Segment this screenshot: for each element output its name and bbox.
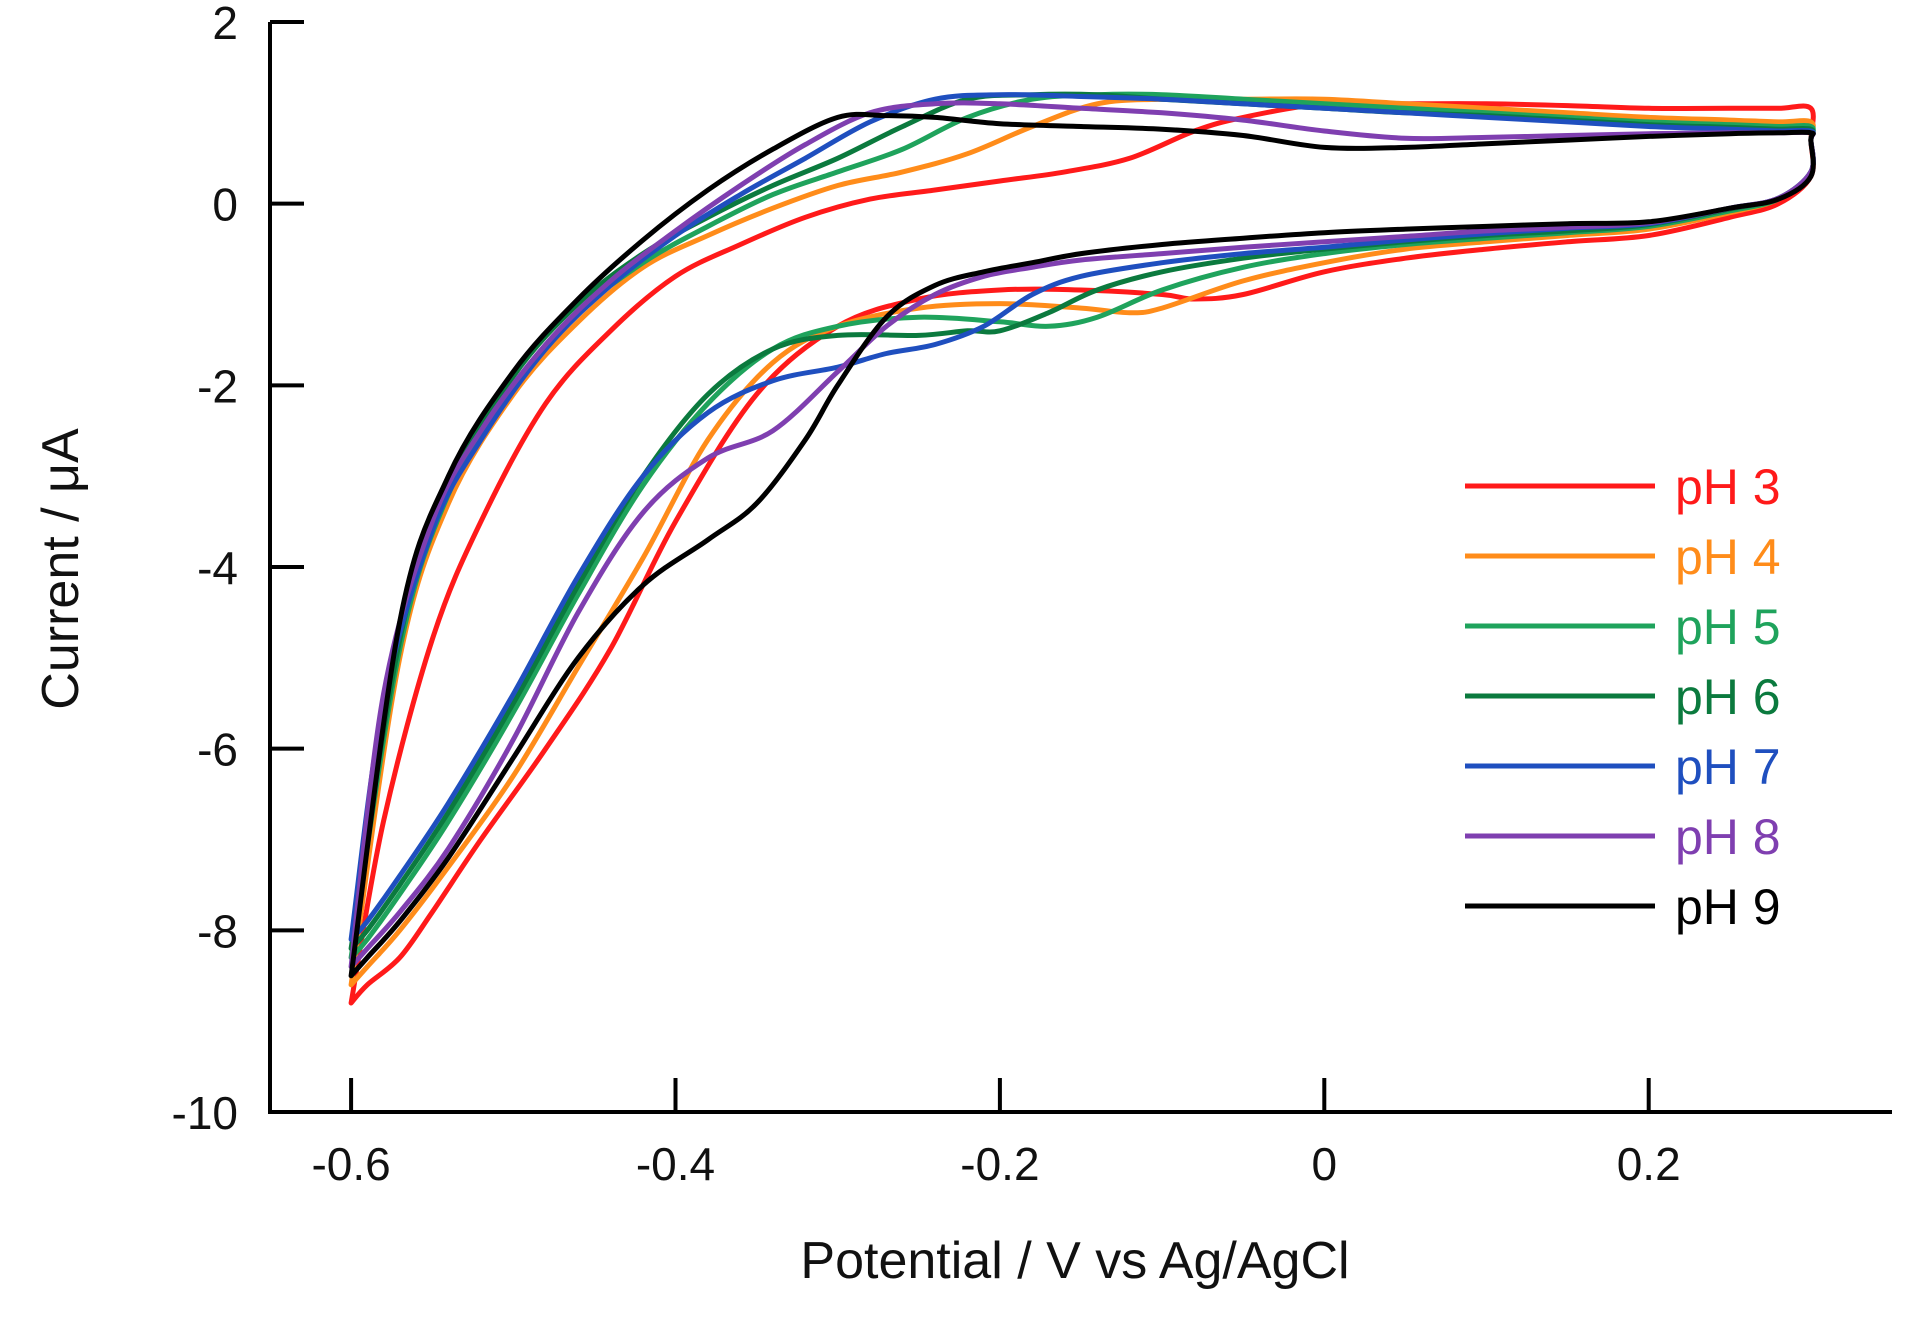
x-tick-label: -0.2 [960, 1138, 1039, 1190]
y-axis-title: Current / μA [32, 428, 90, 710]
legend: pH 3 pH 4 pH 5 pH 6 pH 7 pH 8 pH 9 [1465, 459, 1781, 935]
x-tick-label: 0.2 [1617, 1138, 1681, 1190]
legend-label: pH 4 [1675, 529, 1781, 585]
x-ticks: -0.6 -0.4 -0.2 0 0.2 [311, 1078, 1681, 1190]
legend-label: pH 5 [1675, 599, 1781, 655]
legend-label: pH 9 [1675, 879, 1781, 935]
legend-label: pH 7 [1675, 739, 1781, 795]
curves [348, 91, 1816, 1006]
x-tick-label: 0 [1312, 1138, 1338, 1190]
legend-label: pH 8 [1675, 809, 1781, 865]
series-line-ph-3 [348, 100, 1816, 1006]
y-tick-label: -6 [197, 724, 238, 776]
y-ticks: 2 0 -2 -4 -6 -8 -10 [172, 0, 304, 1139]
x-tick-label: -0.4 [636, 1138, 715, 1190]
y-tick-label: 0 [212, 179, 238, 231]
y-tick-label: 2 [212, 0, 238, 49]
legend-label: pH 3 [1675, 459, 1781, 515]
series-line-ph-9 [348, 111, 1816, 979]
y-tick-label: -10 [172, 1087, 238, 1139]
x-axis-title: Potential / V vs Ag/AgCl [800, 1232, 1349, 1290]
axes [268, 22, 1892, 1114]
y-tick-label: -4 [197, 542, 238, 594]
y-tick-label: -8 [197, 905, 238, 957]
y-tick-label: -2 [197, 360, 238, 412]
x-tick-label: -0.6 [311, 1138, 390, 1190]
legend-label: pH 6 [1675, 669, 1781, 725]
